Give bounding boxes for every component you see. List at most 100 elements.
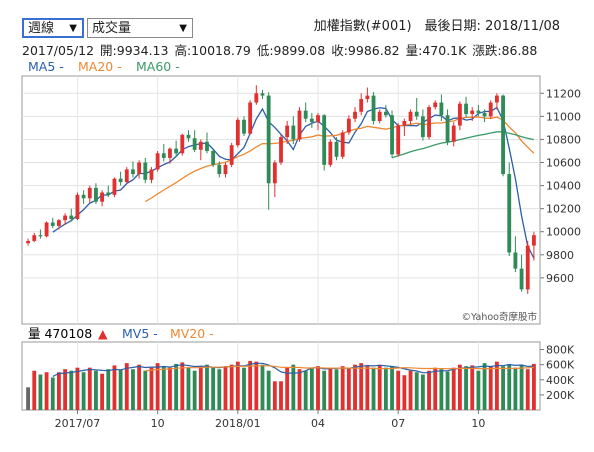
candle [131,161,135,178]
volume-bar [57,372,61,410]
candle [50,217,55,229]
candle [297,107,302,142]
time-axis: 2017/07 10 2018/01 04 07 10 [55,410,485,430]
candle-body [223,164,228,175]
candle [390,110,394,158]
volume-bar [235,361,240,410]
candle-body [328,141,333,165]
time-tick-label: 10 [471,417,485,430]
candle-body [353,111,357,119]
candle [100,190,105,207]
candle-body [38,235,43,237]
candle-body [383,111,388,116]
volume-bar [297,369,302,410]
candle [470,107,475,121]
candle [464,96,468,118]
volume-bar [272,381,277,410]
volume-bar [408,370,413,410]
volume-bar [75,367,80,410]
period-select[interactable]: 週線 ▼ [22,18,84,38]
candle-body [494,95,499,103]
candle [291,116,296,145]
candle [377,109,382,124]
volume-bar [186,367,191,410]
volume-bar [131,369,135,410]
volume-bar [334,369,339,410]
candle [260,89,265,100]
ma5-line [52,106,535,259]
volume-bar [44,372,49,410]
candle [87,185,92,203]
volume-bar [112,365,117,410]
price-tick-label: 10600 [546,157,581,170]
candle-body [390,115,394,155]
legend-ma20: MA20 - [78,59,122,74]
candle [340,130,345,160]
candle-body [316,115,320,123]
candle [427,104,431,140]
volume-bar [118,369,123,410]
volume-legend: 量 470108 ▲ MV5 - MV20 - [28,326,214,341]
candle-body [476,110,481,113]
candle [186,130,191,142]
volume-bar [340,366,345,410]
volume-bar [353,364,357,410]
candle [433,100,438,110]
candle-body [297,110,302,140]
volume-bar [180,362,185,410]
candle-body [525,245,530,290]
volume-bar [94,370,98,410]
volume-bar [143,370,148,410]
candle-body [137,162,142,175]
candle [532,231,536,261]
volume-bar [198,366,203,410]
candle [402,118,407,136]
volume-bar [205,364,209,410]
candle-body [211,150,216,165]
candle [198,139,203,161]
candle [420,109,425,141]
volume-bar [328,367,333,410]
volume-bar [445,371,450,410]
candle-body [457,103,462,126]
candle-body [470,110,475,115]
candle [309,112,314,128]
indicator-select[interactable]: 成交量 ▼ [87,18,193,38]
indicator-select-value: 成交量 [92,21,132,36]
candle [205,132,209,154]
candle-body [161,153,166,158]
candle [519,254,524,292]
volume-bar [63,369,68,410]
mv20-line [145,365,534,372]
time-tick-label: 10 [151,417,165,430]
candle [482,109,487,123]
volume-bar [192,370,197,410]
candle [254,85,259,105]
volume-bar [291,364,296,410]
candle-body [124,169,129,183]
candle-body [198,141,203,150]
time-tick-label: 07 [391,417,405,430]
price-panel [21,75,541,325]
candle [457,101,462,131]
candle [383,104,388,118]
candle [513,236,518,273]
volume-bar [303,370,308,410]
volume-bar [38,374,43,410]
candle-body [75,194,80,220]
candle-body [371,95,376,121]
candle [414,97,419,120]
candle [32,232,37,243]
volume-bar [322,370,327,410]
volume-bar [124,363,129,410]
candle-body [445,115,450,142]
candle [439,94,444,121]
ohlc-high: 高:10018.79 [174,43,251,58]
candle-body [81,194,86,199]
volume-bar [476,370,481,410]
volume-bar [242,367,246,410]
candle-body [205,141,209,151]
volume-bar [427,370,431,410]
candle-body [532,235,536,246]
